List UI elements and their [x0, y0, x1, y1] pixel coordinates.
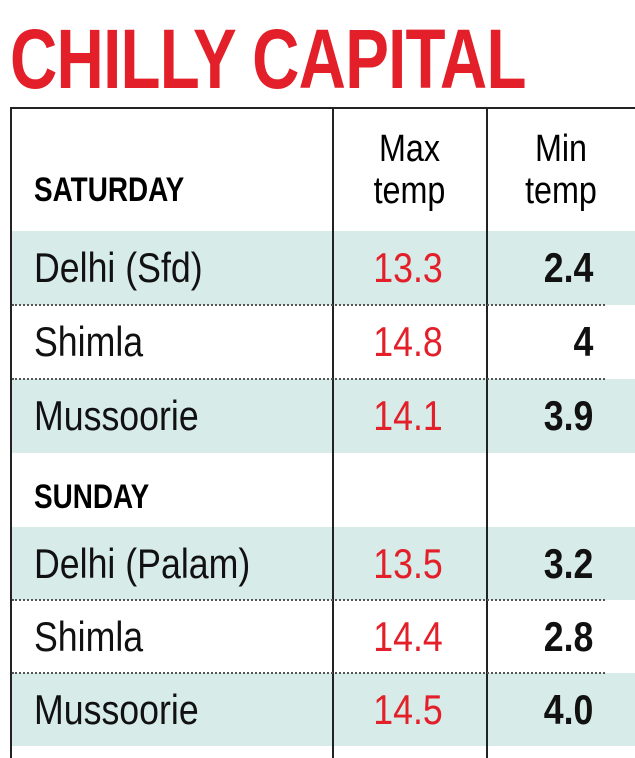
max-temp: 14.8: [373, 318, 443, 365]
city-name: Delhi (Sfd): [34, 244, 203, 291]
table-left-border: [10, 107, 12, 758]
row-separator: [12, 672, 605, 674]
max-temp: 13.3: [373, 244, 443, 291]
column-header: Max temp: [373, 128, 446, 212]
min-temp: 4.0: [543, 685, 593, 733]
max-temp: 14.5: [373, 685, 443, 733]
min-temp: 3.2: [543, 539, 593, 587]
row-separator: [12, 378, 605, 380]
column-divider: [332, 107, 334, 758]
max-temp: 13.5: [373, 539, 443, 587]
row-background: [12, 527, 635, 600]
title: CHILLY CAPITAL: [10, 12, 526, 106]
max-temp: 14.1: [373, 392, 443, 439]
section-label: SUNDAY: [34, 478, 150, 516]
min-temp: 3.9: [543, 392, 593, 439]
section-label: SATURDAY: [34, 171, 185, 209]
column-divider: [486, 107, 488, 758]
max-temp: 14.4: [373, 612, 443, 660]
column-header: Min temp: [525, 128, 597, 212]
city-name: Delhi (Palam): [34, 539, 251, 587]
city-name: Shimla: [34, 612, 144, 660]
row-background: [12, 673, 635, 746]
row-separator: [12, 304, 605, 306]
row-background: [12, 231, 635, 305]
city-name: Mussoorie: [34, 685, 199, 733]
city-name: Shimla: [34, 318, 144, 365]
table-top-border: [10, 107, 635, 109]
row-background: [12, 379, 635, 453]
row-separator: [12, 599, 605, 601]
min-temp: 2.8: [543, 612, 593, 660]
min-temp: 2.4: [543, 244, 593, 291]
min-temp: 4: [573, 318, 593, 365]
city-name: Mussoorie: [34, 392, 199, 439]
